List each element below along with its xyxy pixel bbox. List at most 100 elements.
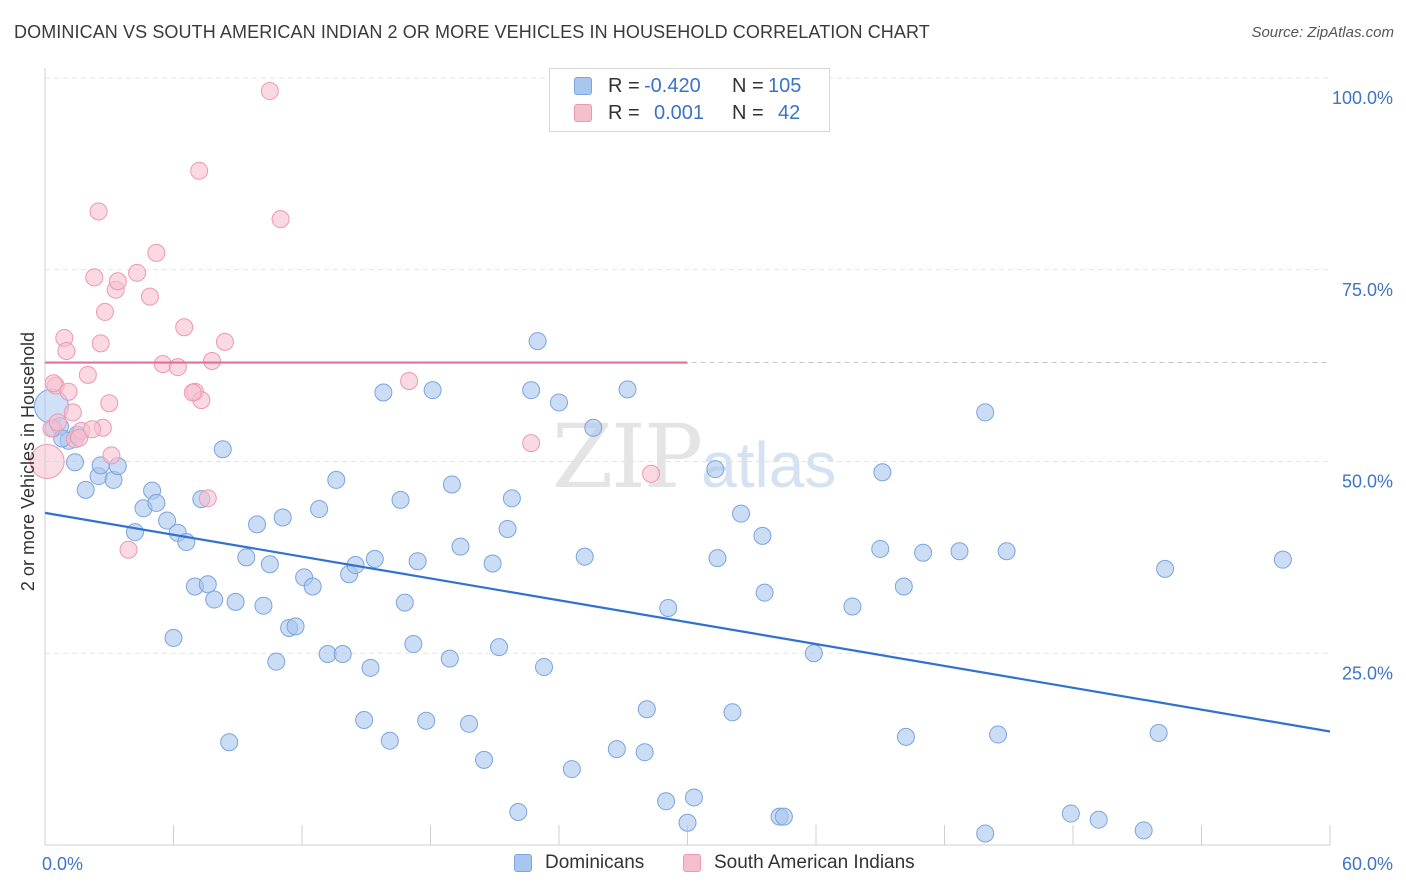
point-dominicans [490, 638, 509, 657]
point-dominicans [475, 750, 494, 769]
point-south-american-indians [91, 334, 110, 353]
point-south-american-indians [70, 428, 89, 447]
point-dominicans [76, 480, 95, 499]
point-dominicans [237, 548, 256, 567]
point-dominicans [678, 813, 697, 832]
point-dominicans [248, 515, 267, 534]
point-dominicans [65, 453, 84, 472]
point-south-american-indians [85, 268, 104, 287]
legend-n-label: N = [732, 102, 764, 124]
axis-labels: 25.0% 50.0% 75.0% 100.0% 0.0% 60.0% 2 or more … [18, 88, 1393, 874]
point-south-american-indians [48, 413, 67, 432]
point-dominicans [220, 733, 239, 752]
point-south-american-indians [44, 374, 63, 393]
point-dominicans [804, 644, 823, 663]
x-tick-label-max: 60.0% [1342, 854, 1393, 874]
point-dominicans [417, 711, 436, 730]
point-south-american-indians [183, 383, 202, 402]
point-dominicans [198, 575, 217, 594]
trend-line-dominicans [44, 511, 1331, 733]
point-dominicans [997, 542, 1016, 561]
point-dominicans [254, 596, 273, 615]
point-dominicans [732, 504, 751, 523]
point-dominicans [584, 418, 603, 437]
point-dominicans [562, 760, 581, 779]
point-dominicans [147, 493, 166, 512]
watermark: ZIPatlas [552, 405, 836, 508]
point-dominicans [260, 555, 279, 574]
point-south-american-indians [89, 202, 108, 221]
point-dominicans [365, 549, 384, 568]
point-dominicans [391, 490, 410, 509]
point-dominicans [213, 440, 232, 459]
point-south-american-indians [100, 394, 119, 413]
point-dominicans [1134, 821, 1153, 840]
point-south-american-indians [119, 540, 138, 559]
point-dominicans [267, 652, 286, 671]
point-dominicans [374, 383, 393, 402]
point-dominicans [404, 635, 423, 654]
point-dominicans [286, 617, 305, 636]
point-south-american-indians [102, 446, 121, 465]
point-south-american-indians [140, 287, 159, 306]
point-dominicans [395, 593, 414, 612]
point-dominicans [657, 792, 676, 811]
point-dominicans [333, 645, 352, 664]
point-south-american-indians [642, 464, 661, 483]
point-dominicans [755, 583, 774, 602]
legend-r-value: -0.420 [644, 75, 701, 97]
legend-r-label: R = [608, 75, 640, 97]
trend-lines [44, 361, 1331, 733]
point-south-american-indians [29, 444, 65, 479]
point-south-american-indians [83, 420, 102, 439]
point-dominicans [273, 508, 292, 527]
legend-label: Dominicans [545, 852, 645, 873]
point-dominicans [355, 710, 374, 729]
point-dominicans [205, 590, 224, 609]
point-dominicans [442, 475, 461, 494]
point-dominicans [440, 649, 459, 668]
point-dominicans [706, 460, 725, 479]
point-dominicans [1149, 724, 1168, 743]
point-dominicans [871, 539, 890, 558]
point-dominicans [1156, 559, 1175, 578]
y-tick-label: 100.0% [1332, 88, 1393, 108]
point-dominicans [528, 332, 547, 351]
point-dominicans [550, 393, 568, 412]
point-dominicans [423, 381, 442, 400]
point-dominicans [637, 700, 656, 719]
series-legend: Dominicans South American Indians [0, 852, 1406, 878]
point-south-american-indians [168, 358, 187, 377]
chart-title: DOMINICAN VS SOUTH AMERICAN INDIAN 2 OR … [14, 22, 930, 42]
point-dominicans [873, 463, 892, 482]
point-south-american-indians [59, 382, 78, 401]
legend-swatch-pink [574, 104, 592, 122]
point-dominicans [1089, 810, 1108, 829]
point-dominicans [753, 526, 772, 545]
legend-r-label: R = [608, 102, 640, 124]
point-dominicans [318, 645, 337, 664]
point-dominicans [1273, 550, 1292, 569]
point-south-american-indians [78, 365, 97, 384]
point-dominicans [498, 519, 517, 538]
x-tick-label-min: 0.0% [42, 854, 83, 874]
point-south-american-indians [175, 318, 194, 337]
point-south-american-indians [108, 272, 127, 291]
point-dominicans [950, 542, 969, 561]
point-dominicans [451, 537, 470, 556]
point-dominicans [774, 807, 793, 826]
point-south-american-indians [271, 210, 290, 229]
legend-swatch-blue [574, 77, 592, 95]
point-dominicans [460, 714, 479, 733]
point-south-american-indians [400, 371, 419, 390]
legend-swatch-blue [514, 854, 532, 872]
point-dominicans [896, 727, 915, 746]
point-dominicans [607, 740, 626, 759]
point-dominicans [989, 725, 1008, 744]
point-dominicans [303, 577, 322, 596]
legend-label: South American Indians [714, 852, 915, 873]
y-tick-label: 75.0% [1342, 280, 1393, 300]
legend-n-value: 105 [768, 75, 802, 97]
point-south-american-indians [215, 332, 234, 351]
point-south-american-indians [190, 161, 209, 180]
